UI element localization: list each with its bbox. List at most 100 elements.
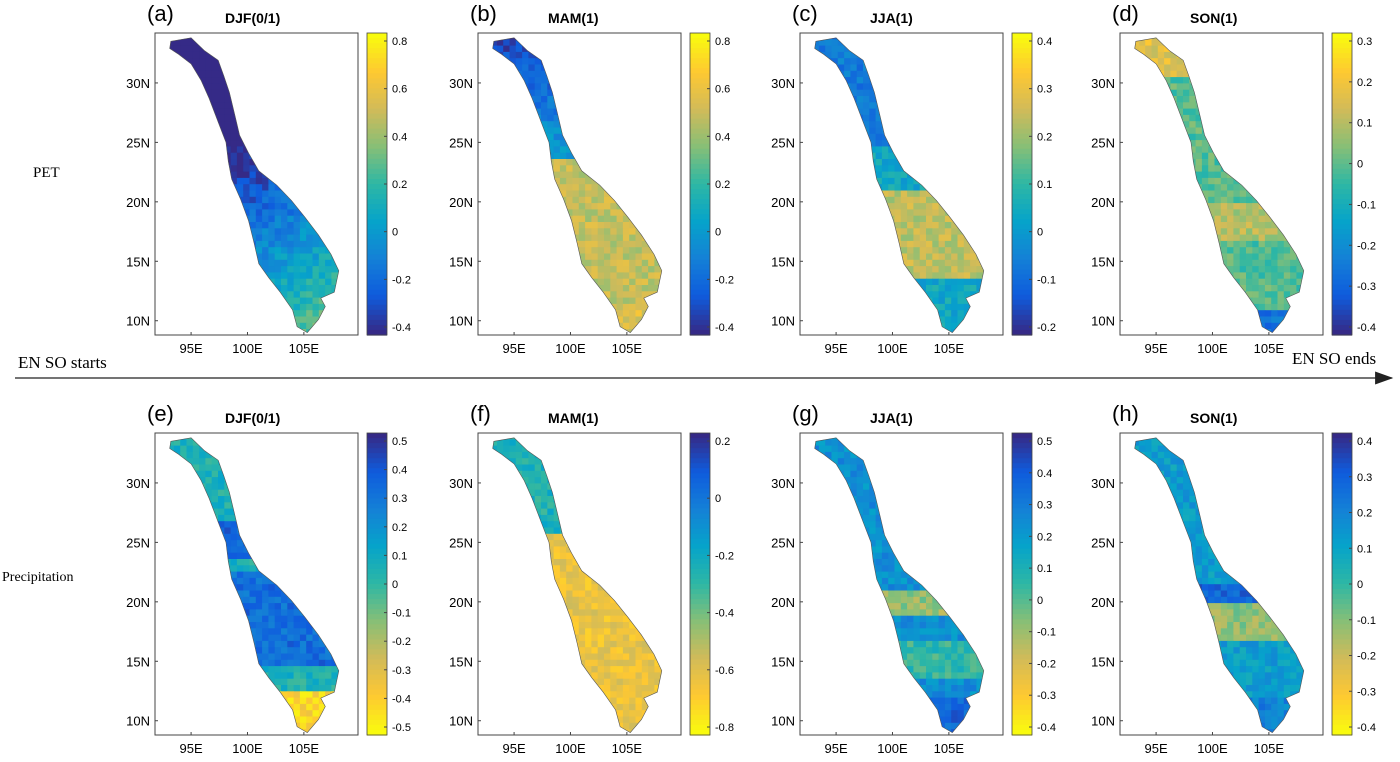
colorbar-tick-label: -0.1 [392,608,411,620]
x-tick-label: 105E [612,741,643,756]
colorbar-tick-label: -0.4 [715,322,734,334]
colorbar-tick-label: -0.1 [1037,274,1056,286]
map-panel: (f) MAM(1) 95E 100E 105E 10N 15N 20N 25N 30N 0.2 0 -… [449,401,734,756]
colorbar-tick-label: 0 [1357,159,1363,171]
map-panel: (d) SON(1)95E 100E 105E10N15N20N25N30N0.30.… [1091,1,1376,356]
map-panel: (b) MAM(1)95E 100E 105E10N15N20N25N30N0.80.… [449,1,734,356]
panel-letter: (e) [147,401,174,426]
colorbar-tick-label: 0.2 [715,436,730,448]
y-tick-label: 25N [449,135,473,150]
colorbar-tick-label: 0 [715,227,721,239]
panel-letter: (a) [147,1,174,26]
y-tick-label: 30N [449,76,473,91]
colorbar-tick-label: -0.2 [715,550,734,562]
y-tick-label: 30N [449,476,473,491]
basin-outline [492,37,663,333]
y-tick-label: 20N [126,195,150,210]
colorbar-tick-label: 0 [715,493,721,505]
x-tick-label: 100E [877,741,908,756]
colorbar: 0.8 0.6 0.4 0.2 0 -0.2 -0.4 [689,32,734,336]
colorbar-tick-label: 0 [392,227,398,239]
y-tick-label: 15N [126,654,150,669]
colorbar-tick-label: -0.2 [392,274,411,286]
y-tick-label: 20N [126,595,150,610]
colorbar-tick-label: -0.2 [1037,658,1056,670]
enso-starts-label: EN SO starts [18,353,107,372]
colorbar-tick-label: 0.5 [392,436,407,448]
colorbar-tick-label: 0.6 [715,84,730,96]
colorbar-tick-label: -0.3 [1037,690,1056,702]
basin-outline [814,37,985,333]
colorbar-tick-label: 0.6 [392,84,407,96]
y-tick-label: 30N [1091,476,1115,491]
x-tick-label: 95E [1145,341,1168,356]
x-tick-label: 100E [877,341,908,356]
basin-outline [492,437,663,733]
panel-season-title: SON(1) [1190,410,1237,426]
y-tick-label: 30N [1091,76,1115,91]
y-tick-label: 15N [126,254,150,269]
x-tick-label: 105E [289,341,320,356]
y-tick-label: 20N [1091,595,1115,610]
y-tick-label: 25N [771,135,795,150]
colorbar-tick-label: -0.3 [392,665,411,677]
y-tick-label: 10N [771,314,795,329]
colorbar: 0.4 0.3 0.2 0.1 0 -0.1 -0.2 -0.3 -0.4 [1331,432,1376,736]
basin-outline [1134,437,1305,733]
colorbar-tick-label: 0.3 [1357,472,1372,484]
x-tick-label: 105E [1254,741,1285,756]
basin-outline [814,437,985,733]
x-tick-label: 95E [825,341,848,356]
row-labels: PET Precipitation [2,165,74,585]
x-tick-label: 105E [1254,341,1285,356]
y-tick-label: 10N [126,714,150,729]
x-tick-label: 100E [1197,741,1228,756]
panel-season-title: MAM(1) [548,10,599,26]
x-tick-label: 95E [503,341,526,356]
panel-season-title: JJA(1) [870,410,913,426]
y-tick-label: 30N [126,476,150,491]
y-tick-label: 30N [771,76,795,91]
y-tick-label: 25N [126,535,150,550]
colorbar-tick-label: 0.1 [1037,563,1052,575]
colorbar-tick-label: 0.8 [715,36,730,48]
y-tick-label: 25N [449,535,473,550]
colorbar-tick-label: 0.4 [1037,468,1052,480]
colorbar-tick-label: -0.1 [1357,615,1376,627]
colorbar-tick-label: -0.2 [1037,322,1056,334]
y-tick-label: 10N [771,714,795,729]
colorbar: 0.5 0.4 0.3 0.2 0.1 0 -0.1 -0.2 -0.3 -0.4 -0.5 [366,432,411,736]
colorbar: 0.3 0.2 0.1 0 -0.1 -0.2 -0.3 -0.4 [1331,32,1376,336]
colorbar-tick-label: -0.2 [392,636,411,648]
colorbar: 0.8 0.6 0.4 0.2 0 -0.2 -0.4 [366,32,411,336]
colorbar-tick-label: 0.1 [392,550,407,562]
y-tick-label: 15N [771,654,795,669]
colorbar-tick-label: -0.4 [1037,722,1056,734]
x-tick-label: 95E [1145,741,1168,756]
map-panels: (a) DJF(0/1) 95E 100E 105E 10N 15N 20N 25N 30N 0.8… [126,1,1376,756]
colorbar-tick-label: -0.2 [1357,651,1376,663]
basin-outline [1134,37,1305,333]
colorbar-tick-label: 0 [1037,595,1043,607]
colorbar: 0.4 0.3 0.2 0.1 0 -0.1 -0.2 [1011,32,1056,336]
enso-ends-label: EN SO ends [1292,349,1376,368]
colorbar-tick-label: -0.4 [1357,722,1376,734]
map-panel: (g) JJA(1)95E 100E 105E10N15N20N25N30N0.50.… [771,401,1056,756]
colorbar-tick-label: -0.4 [392,322,411,334]
basin-outline [169,437,340,733]
x-tick-label: 105E [289,741,320,756]
panel-letter: (f) [470,401,491,426]
basin-outline [169,37,340,333]
colorbar-tick-label: -0.4 [1357,322,1376,334]
x-tick-label: 95E [503,741,526,756]
colorbar-tick-label: 0.2 [392,522,407,534]
colorbar-tick-label: 0.2 [1037,131,1052,143]
y-tick-label: 10N [449,714,473,729]
y-tick-label: 20N [771,595,795,610]
panel-letter: (b) [470,1,497,26]
colorbar-tick-label: 0.1 [1357,543,1372,555]
map-panel: (c) JJA(1)95E 100E 105E10N15N20N25N30N0.40.… [771,1,1056,356]
x-tick-label: 100E [1197,341,1228,356]
colorbar-tick-label: 0.3 [1037,500,1052,512]
